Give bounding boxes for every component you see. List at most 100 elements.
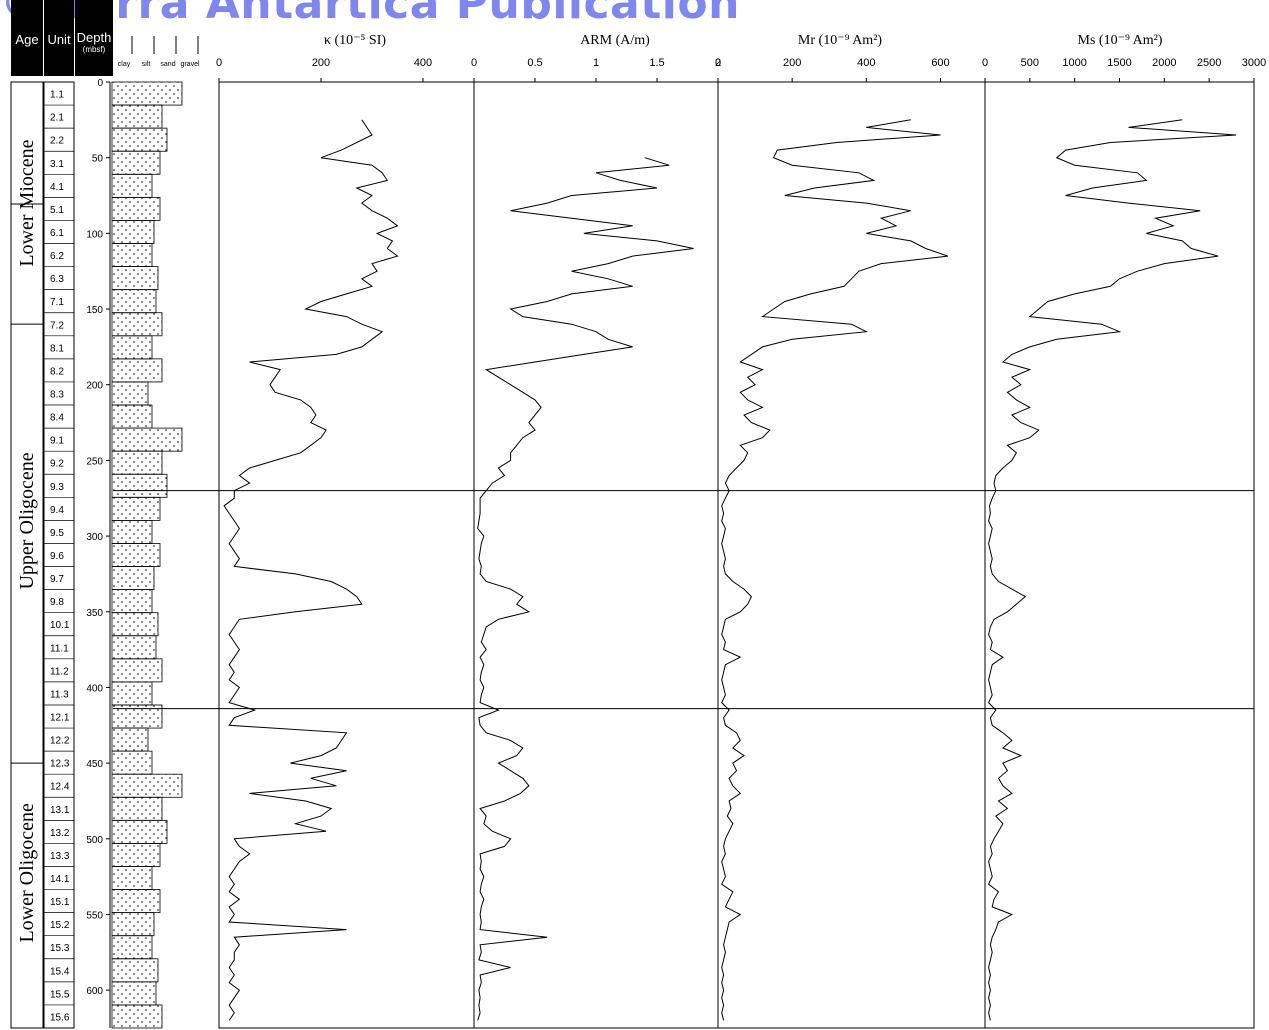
depth-header: Depth (mbsf)	[75, 0, 113, 76]
lithology-bed	[111, 496, 161, 521]
panel-x-tick-label: 0	[715, 57, 721, 69]
unit-label: 5.1	[50, 205, 64, 216]
lithology-bed	[111, 912, 155, 937]
grain-size-label: sand	[160, 61, 175, 68]
lithology-bed	[111, 796, 163, 821]
unit-label: 12.1	[50, 713, 70, 724]
unit-label: 15.1	[50, 897, 70, 908]
unit-label: 9.1	[50, 436, 64, 447]
lithology-bed	[111, 566, 155, 591]
unit-label: 10.1	[50, 620, 70, 631]
depth-tick-label: 150	[86, 305, 103, 316]
panel-x-tick-label: 1	[593, 57, 599, 69]
depth-tick-label: 100	[86, 229, 103, 240]
depth-tick-label: 250	[86, 456, 103, 467]
unit-label: 14.1	[50, 874, 70, 885]
lithology-bed	[111, 981, 157, 1006]
age-label: Upper Oligocene	[16, 452, 38, 589]
depth-header-unit: (mbsf)	[82, 45, 106, 54]
depth-tick-label: 200	[86, 381, 103, 392]
lithology-bed	[111, 335, 153, 360]
depth-tick-label: 450	[86, 759, 103, 770]
lithology-bed	[111, 1004, 163, 1029]
grain-size-label: gravel	[180, 61, 200, 68]
lithology-bed	[111, 727, 149, 752]
unit-label: 3.1	[50, 159, 64, 170]
lithology-bed	[111, 589, 153, 614]
unit-label: 15.5	[50, 989, 70, 1000]
unit-label: 8.3	[50, 389, 64, 400]
panel-x-tick-label: 1500	[1107, 57, 1131, 69]
depth-tick-label: 550	[86, 910, 103, 921]
age-label: Lower Oligocene	[16, 803, 38, 943]
age-header-label: Age	[15, 32, 39, 47]
panel-series-line	[223, 119, 399, 1021]
unit-label: 11.2	[50, 666, 69, 677]
unit-label: 15.2	[50, 920, 70, 931]
unit-label: 13.1	[50, 805, 70, 816]
panel-x-tick-label: 200	[312, 57, 330, 69]
lithology-bed	[111, 935, 153, 960]
lithology-bed	[111, 220, 155, 244]
unit-header: Unit	[44, 0, 74, 76]
depth-tick-label: 300	[86, 532, 103, 543]
depth-tick-label: 500	[86, 835, 103, 846]
lithology-bed	[111, 196, 161, 221]
panel-frame	[984, 81, 1255, 1029]
unit-label: 12.4	[50, 782, 70, 793]
panel-title: Ms (10⁻⁹ Am²)	[1078, 33, 1163, 48]
panel-x-tick-label: 200	[783, 57, 801, 69]
unit-label: 9.8	[50, 597, 64, 608]
lithology-bed	[111, 266, 159, 291]
lithology-bed	[111, 450, 163, 475]
panel-frame	[717, 81, 986, 1029]
depth-tick-label: 350	[86, 608, 103, 619]
panel-x-tick-label: 0	[471, 57, 477, 69]
panel-title: κ (10⁻⁵ SI)	[324, 33, 386, 48]
panel-x-tick-label: 2000	[1152, 57, 1176, 69]
unit-label: 11.3	[50, 689, 69, 700]
panel-x-tick-label: 1.5	[649, 57, 664, 69]
unit-label: 1.1	[50, 90, 64, 101]
unit-label: 9.6	[50, 551, 64, 562]
grain-size-label: clay	[118, 61, 131, 68]
panel-frame	[473, 81, 719, 1029]
unit-label: 8.2	[50, 366, 64, 377]
unit-label: 12.2	[50, 736, 70, 747]
watermark: © Terra Antartica Publication	[0, 0, 740, 29]
unit-label: 6.3	[50, 274, 64, 285]
lithology-bed	[111, 681, 153, 706]
lithology-bed	[111, 312, 163, 337]
lithology-bed	[111, 889, 161, 914]
lithology-bed	[111, 473, 168, 498]
panel-x-tick-label: 0	[216, 57, 222, 69]
panel-x-tick-label: 3000	[1242, 57, 1266, 69]
panel-x-tick-label: 400	[414, 57, 432, 69]
lithology-bed	[111, 381, 149, 406]
depth-tick-label: 0	[97, 78, 103, 89]
unit-label: 4.1	[50, 182, 64, 193]
lithology-bed	[111, 358, 163, 383]
lithology-bed	[111, 635, 157, 660]
unit-label: 11.1	[50, 643, 69, 654]
panel-x-tick-label: 500	[1021, 57, 1039, 69]
panel-x-tick-label: 0.5	[527, 57, 542, 69]
unit-label: 15.4	[50, 966, 70, 977]
unit-label: 8.1	[50, 343, 64, 354]
unit-label: 6.1	[50, 228, 64, 239]
depth-tick-label: 50	[92, 154, 104, 165]
lithology-bed	[111, 612, 159, 637]
lithology-bed	[111, 243, 153, 267]
lithology-bed	[111, 958, 159, 983]
lithology-bed	[111, 543, 161, 567]
lithology-bed	[111, 173, 153, 198]
lithology-bed	[111, 127, 168, 152]
panel-frame	[218, 81, 475, 1029]
lithology-bed	[111, 750, 153, 775]
panel-x-tick-label: 2	[715, 57, 721, 69]
grain-size-label: silt	[142, 61, 151, 68]
unit-label: 8.4	[50, 413, 64, 424]
lithology-bed	[111, 81, 183, 106]
unit-header-label: Unit	[47, 32, 71, 47]
